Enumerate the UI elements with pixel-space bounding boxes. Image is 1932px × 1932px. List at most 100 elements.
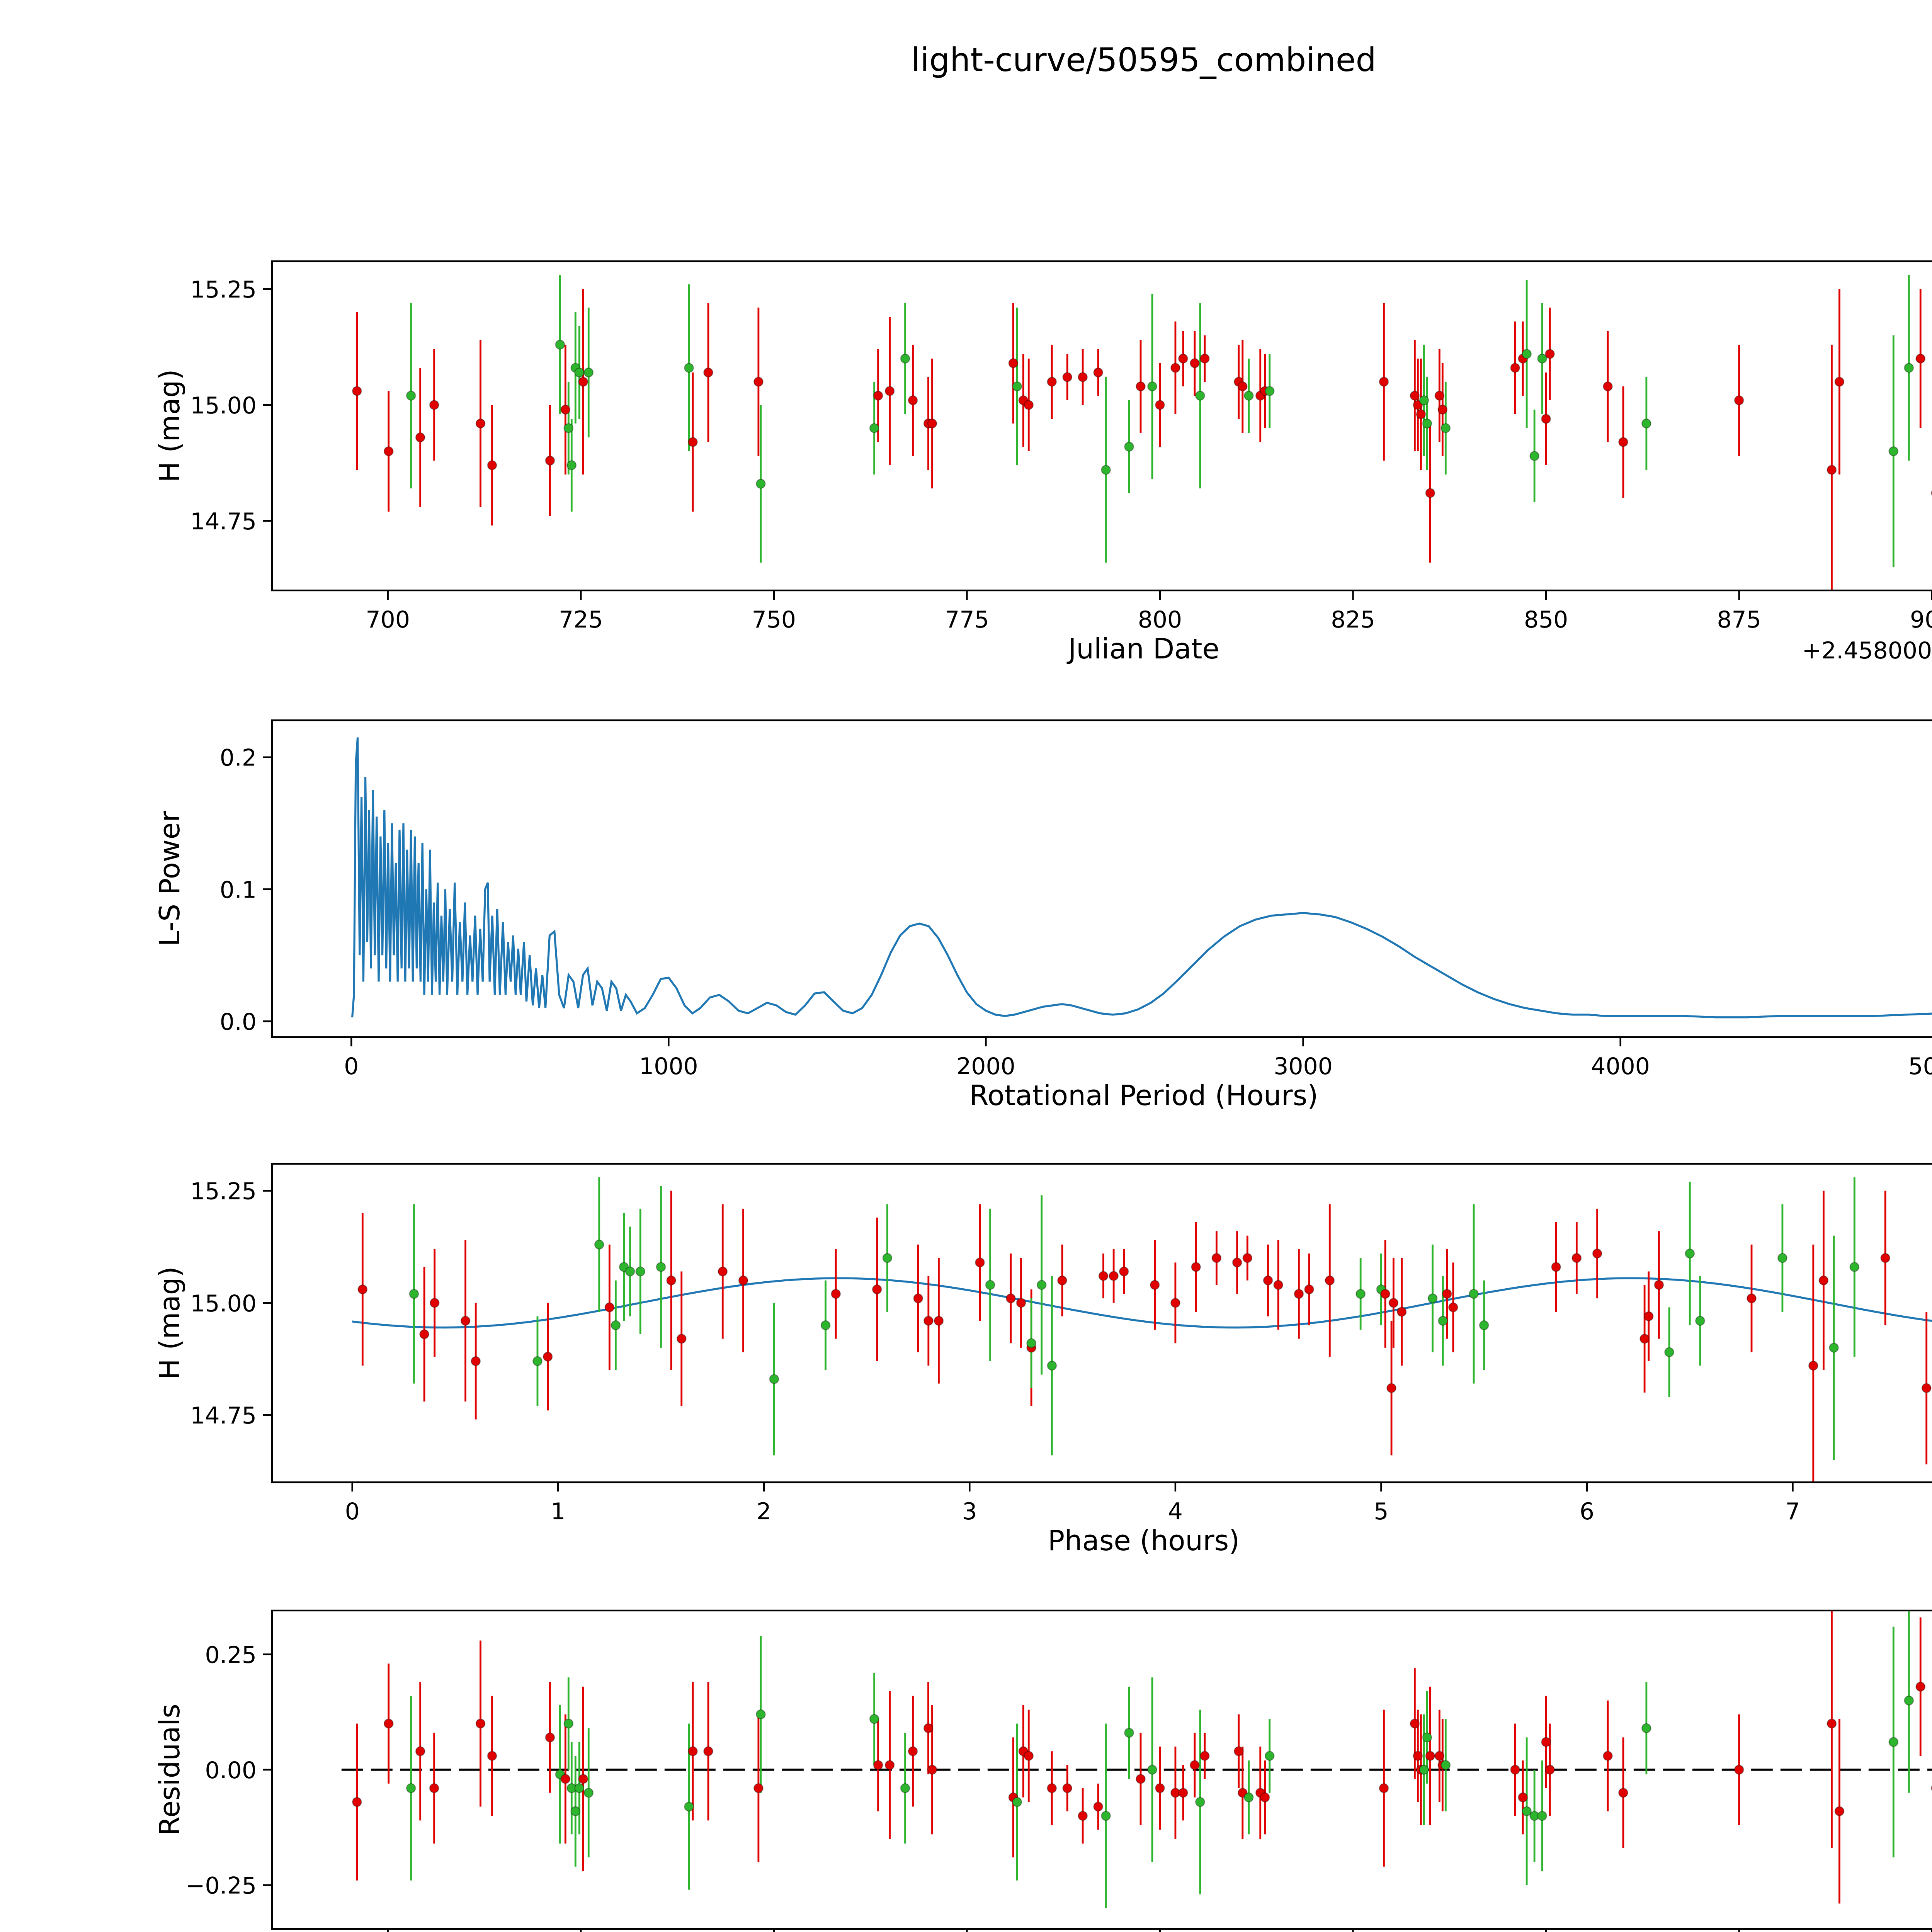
data-point-red xyxy=(1008,358,1019,368)
data-point-red xyxy=(1747,1293,1757,1303)
data-point-red xyxy=(1603,1751,1613,1761)
data-point-green xyxy=(1124,1728,1134,1738)
data-point-green xyxy=(1440,1760,1451,1770)
x-tick-label: 900 xyxy=(1910,606,1932,633)
data-point-red xyxy=(1410,1718,1420,1729)
data-point-green xyxy=(566,460,577,470)
y-tick-label: 15.25 xyxy=(190,276,257,303)
data-point-green xyxy=(869,1714,879,1724)
data-point-red xyxy=(1545,1765,1555,1775)
data-point-red xyxy=(923,1723,934,1733)
data-point-green xyxy=(574,367,585,378)
y-tick-label: 0.0 xyxy=(220,1009,257,1036)
data-point-green xyxy=(1419,395,1429,405)
data-point-red xyxy=(718,1266,728,1277)
data-point-red xyxy=(460,1316,471,1326)
data-point-green xyxy=(611,1320,621,1330)
data-point-red xyxy=(934,1316,944,1326)
data-point-red xyxy=(1448,1302,1458,1313)
data-point-red xyxy=(913,1293,923,1303)
data-point-red xyxy=(1273,1280,1283,1290)
data-point-red xyxy=(429,400,439,410)
data-point-green xyxy=(1829,1343,1839,1353)
data-point-green xyxy=(900,1783,910,1793)
x-tick-label: 0 xyxy=(344,1053,359,1080)
data-point-red xyxy=(873,1760,883,1770)
x-tick-label: 4 xyxy=(1168,1498,1183,1525)
data-point-red xyxy=(1232,1257,1242,1268)
y-tick-label: 14.75 xyxy=(190,508,257,535)
data-point-green xyxy=(656,1262,666,1272)
data-point-red xyxy=(1386,1383,1396,1393)
data-point-green xyxy=(1695,1316,1705,1326)
data-point-red xyxy=(545,1732,555,1743)
data-point-green xyxy=(406,1783,416,1793)
data-point-green xyxy=(1522,349,1532,359)
lightcurve-plot-area xyxy=(352,275,1932,590)
x-tick-label: 775 xyxy=(945,606,989,633)
data-point-red xyxy=(1510,1765,1520,1775)
data-point-red xyxy=(923,1316,934,1326)
data-point-green xyxy=(1012,1797,1022,1807)
data-point-green xyxy=(1685,1248,1695,1259)
data-point-green xyxy=(635,1266,646,1277)
data-point-green xyxy=(406,391,416,401)
data-point-green xyxy=(882,1253,893,1263)
x-tick-label: 2000 xyxy=(956,1053,1015,1080)
data-point-red xyxy=(471,1356,481,1366)
fit-curve xyxy=(352,1277,1932,1329)
data-point-red xyxy=(872,1284,882,1294)
data-point-red xyxy=(738,1275,748,1286)
data-point-red xyxy=(1078,372,1088,382)
data-point-red xyxy=(1294,1289,1304,1299)
data-point-red xyxy=(1263,1275,1273,1286)
residuals-ylabel: Residuals xyxy=(153,1704,186,1836)
data-point-red xyxy=(1093,367,1103,378)
periodogram-curve xyxy=(351,737,1932,1019)
data-point-red xyxy=(1571,1253,1582,1263)
data-point-red xyxy=(927,1765,937,1775)
y-tick-label: 0.25 xyxy=(205,1641,257,1668)
data-point-green xyxy=(756,479,766,489)
data-point-red xyxy=(1413,400,1423,410)
data-point-red xyxy=(1808,1361,1818,1371)
data-point-red xyxy=(1434,1751,1445,1761)
data-point-red xyxy=(352,1797,362,1807)
data-point-red xyxy=(1211,1253,1222,1263)
data-point-green xyxy=(619,1262,629,1272)
periodogram-axes-frame xyxy=(271,719,1932,1038)
data-point-red xyxy=(560,405,571,415)
data-point-red xyxy=(560,1774,571,1784)
data-point-red xyxy=(1880,1253,1890,1263)
data-point-green xyxy=(684,363,694,373)
x-tick-label: 3000 xyxy=(1274,1053,1333,1080)
residuals-plot-area xyxy=(341,1611,1932,1908)
data-point-red xyxy=(1178,1787,1188,1798)
data-point-red xyxy=(1200,1751,1210,1761)
data-point-red xyxy=(1379,377,1389,387)
y-tick-label: 15.00 xyxy=(190,392,257,419)
data-point-green xyxy=(1664,1347,1674,1357)
data-point-red xyxy=(1416,409,1426,419)
data-point-green xyxy=(555,340,565,350)
data-point-green xyxy=(1904,1696,1914,1706)
data-point-green xyxy=(532,1356,543,1366)
data-point-red xyxy=(1109,1271,1119,1281)
data-point-red xyxy=(1170,363,1180,373)
data-point-green xyxy=(1529,451,1539,461)
data-point-green xyxy=(1537,354,1547,364)
data-point-red xyxy=(1380,1289,1390,1299)
data-point-red xyxy=(1136,1774,1146,1784)
data-point-green xyxy=(1537,1811,1547,1821)
data-point-green xyxy=(409,1289,419,1299)
data-point-red xyxy=(1618,1787,1628,1798)
data-point-red xyxy=(543,1352,553,1362)
data-point-red xyxy=(1155,400,1165,410)
data-point-red xyxy=(383,446,394,456)
data-point-green xyxy=(1101,1811,1111,1821)
data-point-green xyxy=(1479,1320,1489,1330)
data-point-green xyxy=(1147,1765,1157,1775)
x-tick-label: 875 xyxy=(1717,606,1761,633)
data-point-red xyxy=(1260,1792,1270,1803)
data-point-red xyxy=(487,1751,497,1761)
